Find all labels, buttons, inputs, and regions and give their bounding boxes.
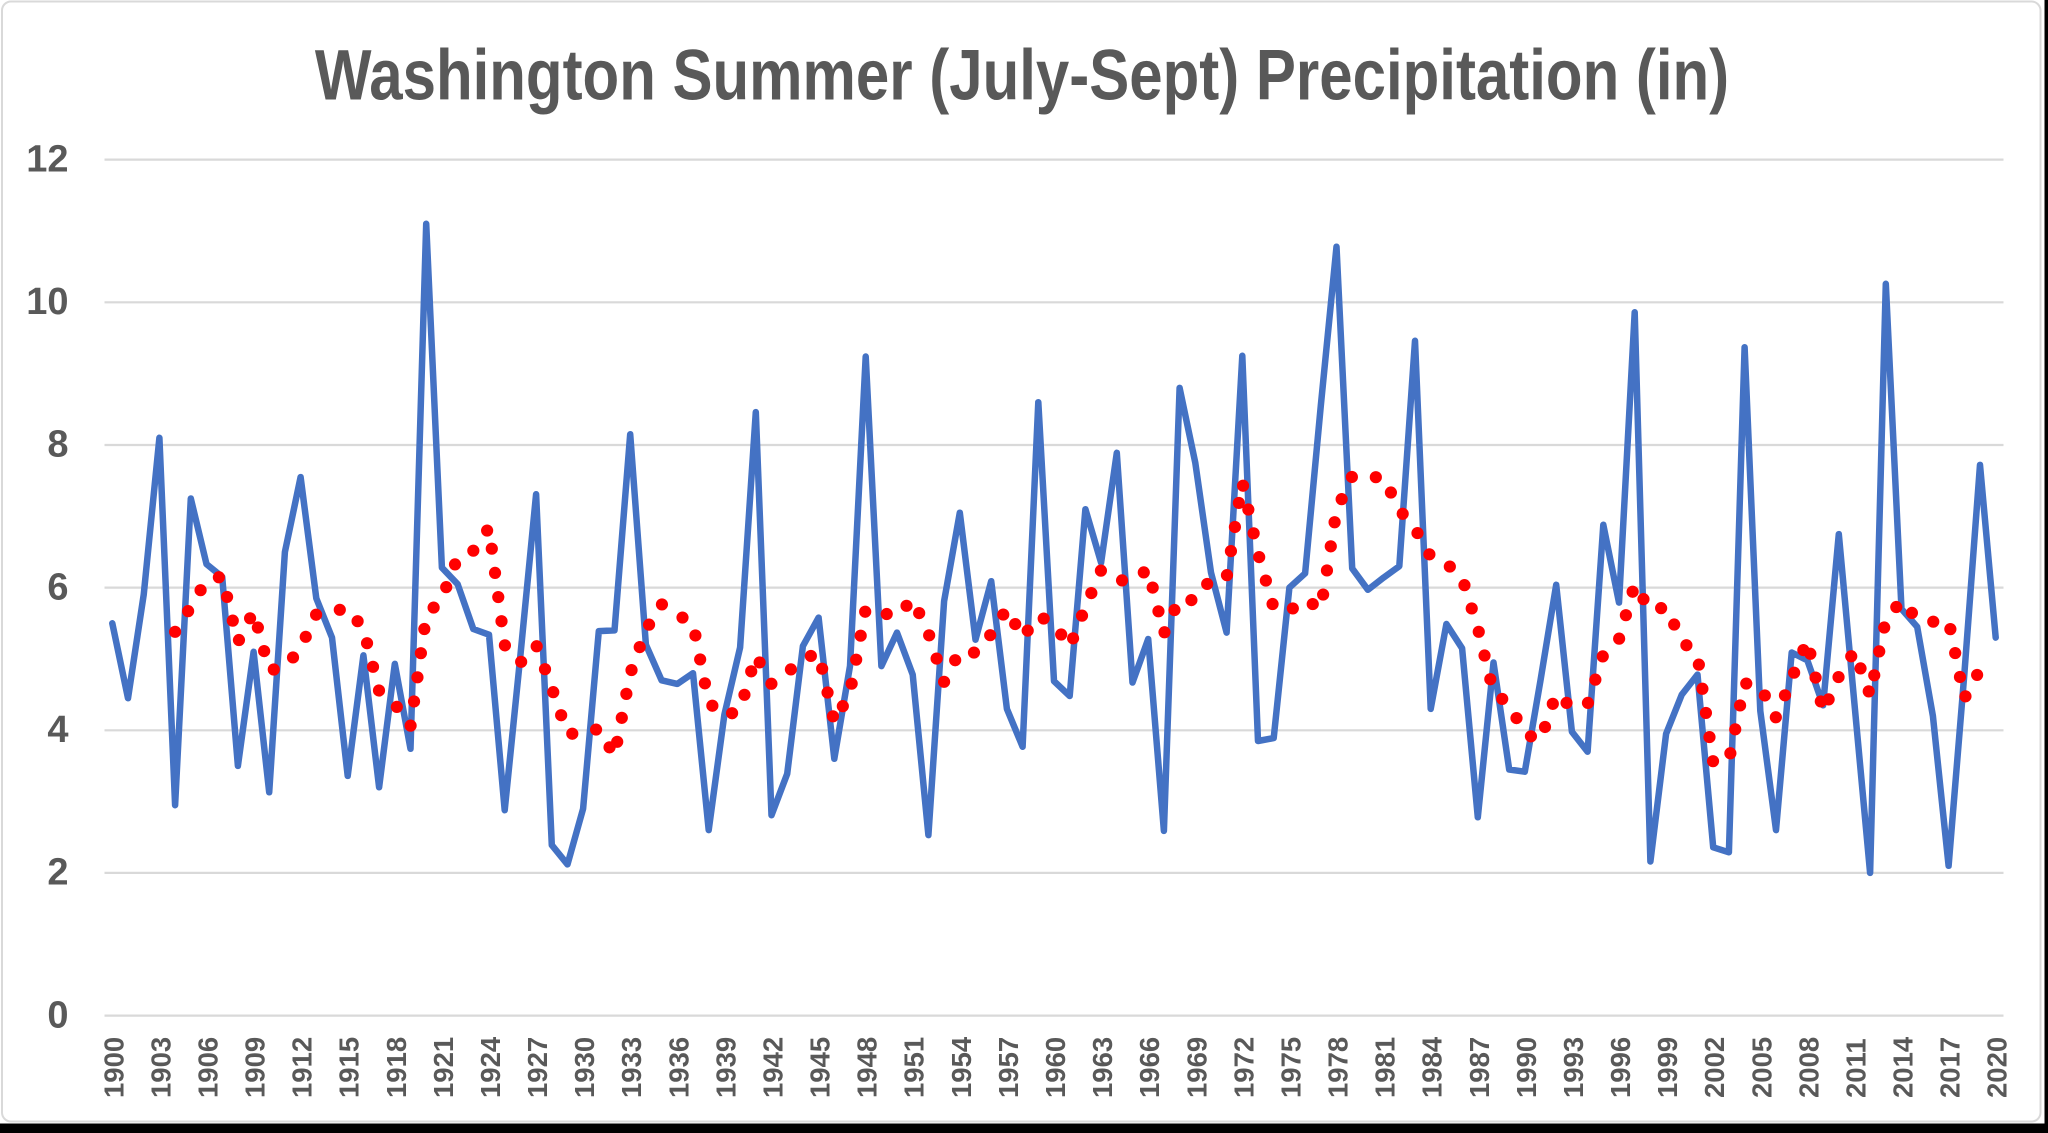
svg-text:2008: 2008 bbox=[1793, 1037, 1824, 1098]
svg-text:1921: 1921 bbox=[428, 1037, 459, 1098]
svg-text:1990: 1990 bbox=[1511, 1037, 1542, 1098]
svg-text:1909: 1909 bbox=[240, 1037, 271, 1098]
svg-text:1900: 1900 bbox=[98, 1037, 129, 1098]
svg-text:2017: 2017 bbox=[1935, 1037, 1966, 1098]
svg-text:1987: 1987 bbox=[1464, 1037, 1495, 1098]
svg-text:2020: 2020 bbox=[1982, 1037, 2013, 1098]
svg-text:2014: 2014 bbox=[1888, 1036, 1919, 1098]
svg-text:1942: 1942 bbox=[758, 1037, 789, 1098]
svg-text:1975: 1975 bbox=[1275, 1037, 1306, 1098]
svg-text:1927: 1927 bbox=[522, 1037, 553, 1098]
svg-text:1906: 1906 bbox=[193, 1037, 224, 1098]
svg-text:2: 2 bbox=[47, 852, 68, 894]
svg-text:1924: 1924 bbox=[475, 1036, 506, 1098]
svg-text:1993: 1993 bbox=[1558, 1037, 1589, 1098]
svg-text:2005: 2005 bbox=[1746, 1037, 1777, 1098]
svg-text:1936: 1936 bbox=[663, 1037, 694, 1098]
svg-text:1963: 1963 bbox=[1087, 1037, 1118, 1098]
svg-text:12: 12 bbox=[26, 138, 68, 180]
svg-text:1915: 1915 bbox=[334, 1037, 365, 1098]
svg-text:1954: 1954 bbox=[946, 1036, 977, 1098]
svg-text:1984: 1984 bbox=[1417, 1036, 1448, 1098]
svg-text:1903: 1903 bbox=[145, 1037, 176, 1098]
svg-text:0: 0 bbox=[47, 994, 68, 1036]
svg-text:1939: 1939 bbox=[710, 1037, 741, 1098]
svg-text:1972: 1972 bbox=[1228, 1037, 1259, 1098]
svg-text:2002: 2002 bbox=[1699, 1037, 1730, 1098]
svg-text:1999: 1999 bbox=[1652, 1037, 1683, 1098]
svg-text:1957: 1957 bbox=[993, 1037, 1024, 1098]
svg-text:1966: 1966 bbox=[1134, 1037, 1165, 1098]
svg-text:2011: 2011 bbox=[1840, 1038, 1871, 1098]
svg-text:1930: 1930 bbox=[569, 1037, 600, 1098]
svg-text:1912: 1912 bbox=[287, 1037, 318, 1098]
svg-text:8: 8 bbox=[47, 424, 68, 466]
svg-text:1981: 1981 bbox=[1370, 1037, 1401, 1098]
svg-text:1960: 1960 bbox=[1040, 1037, 1071, 1098]
svg-text:1951: 1951 bbox=[899, 1037, 930, 1098]
svg-text:1945: 1945 bbox=[805, 1037, 836, 1098]
svg-text:6: 6 bbox=[47, 566, 68, 608]
svg-text:1978: 1978 bbox=[1323, 1037, 1354, 1098]
svg-text:1969: 1969 bbox=[1181, 1037, 1212, 1098]
svg-text:Washington Summer (July-Sept): Washington Summer (July-Sept) Precipitat… bbox=[315, 35, 1729, 115]
svg-text:1918: 1918 bbox=[381, 1037, 412, 1098]
svg-text:4: 4 bbox=[47, 709, 68, 751]
svg-text:1948: 1948 bbox=[852, 1037, 883, 1098]
svg-text:10: 10 bbox=[26, 281, 68, 323]
svg-text:1996: 1996 bbox=[1605, 1037, 1636, 1098]
svg-text:1933: 1933 bbox=[616, 1037, 647, 1098]
